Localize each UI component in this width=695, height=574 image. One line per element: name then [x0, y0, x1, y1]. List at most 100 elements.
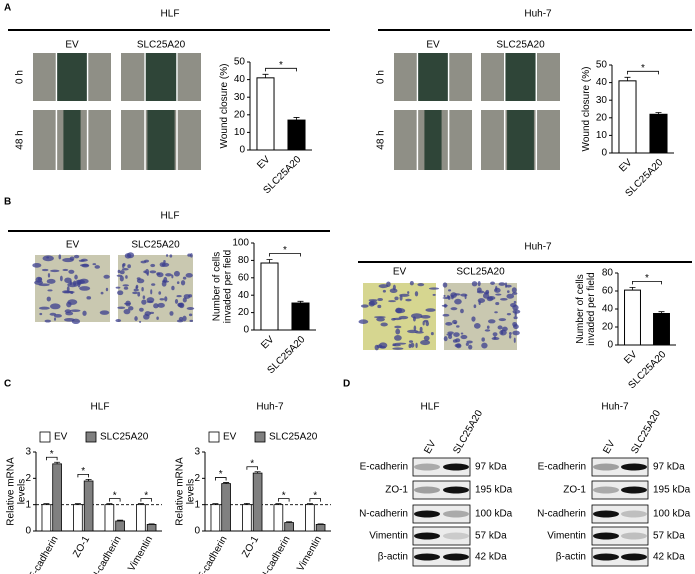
cell [382, 289, 386, 293]
blot-band [621, 510, 647, 518]
cell [369, 300, 378, 306]
cell [442, 296, 451, 299]
error-bar [655, 112, 662, 115]
cell [176, 281, 180, 285]
cell [79, 278, 89, 284]
cell [49, 303, 61, 310]
cell [380, 322, 388, 327]
cell [399, 295, 403, 301]
protein-label: E-cadherin [360, 462, 408, 473]
cell [392, 344, 401, 347]
cell [145, 268, 150, 275]
cell [492, 332, 498, 337]
cell [392, 347, 404, 350]
y-tick-label: 1 [25, 499, 31, 510]
y-tick-label: 10 [234, 127, 246, 138]
blot-title: HLF [421, 402, 440, 413]
y-axis-label: Wound closure (%) [580, 66, 592, 152]
significance-bracket [108, 498, 121, 502]
lane-label: SLC25A20 [451, 408, 485, 456]
cell [422, 321, 425, 326]
wound-gap [63, 110, 81, 170]
legend-label: SLC25A20 [269, 432, 318, 443]
cell [153, 303, 159, 309]
cell [445, 322, 453, 326]
cell [377, 304, 382, 309]
y-tick-label: 50 [234, 57, 246, 68]
y-tick-label: 0 [243, 325, 249, 336]
cell [454, 298, 462, 305]
protein-label: β-actin [378, 552, 408, 563]
cell [497, 325, 503, 330]
cell [38, 306, 50, 310]
lane-label: EV [601, 438, 617, 455]
cell [178, 316, 184, 321]
micrograph [35, 255, 110, 322]
wound-gap [144, 53, 178, 101]
size-label: 57 kDa [475, 531, 507, 542]
error-bar [148, 523, 155, 525]
cell [508, 331, 512, 335]
cell [150, 289, 153, 295]
y-tick-label: 40 [234, 74, 246, 85]
cell [32, 262, 42, 268]
wound-gap [55, 53, 89, 101]
cell [63, 290, 75, 294]
cell [135, 286, 138, 289]
bar [315, 524, 326, 532]
error-bar [117, 519, 124, 521]
cell [67, 299, 78, 305]
cell [398, 315, 409, 320]
size-label: 97 kDa [475, 462, 507, 473]
blot-strip [591, 526, 649, 546]
cell [392, 284, 396, 291]
significance-bracket [277, 498, 290, 502]
cell [453, 332, 460, 337]
lane-label: SLC25A20 [629, 408, 663, 456]
size-label: 42 kDa [475, 552, 507, 563]
protein-label: ZO-1 [385, 485, 408, 496]
blot-band [414, 532, 440, 540]
x-tick-label: Vimentin [126, 534, 155, 573]
cell [471, 316, 476, 322]
cell [94, 265, 100, 269]
cell [498, 282, 506, 286]
significance-mark: * [144, 490, 148, 501]
cell [115, 286, 121, 289]
cell [376, 317, 385, 322]
significance-mark: * [279, 60, 283, 71]
error-bar [317, 523, 324, 525]
error-bar [286, 521, 293, 523]
cell [125, 275, 128, 279]
cell [119, 270, 125, 275]
x-tick-label: E-cadherin [27, 534, 61, 574]
cell [410, 342, 415, 348]
cell [156, 272, 164, 278]
cell [453, 293, 461, 296]
cell [164, 296, 168, 302]
cell [169, 254, 173, 258]
cell [442, 313, 450, 317]
y-tick-label: 3 [194, 447, 200, 458]
blot-band [443, 510, 469, 518]
cell [71, 318, 81, 324]
size-label: 100 kDa [653, 509, 691, 520]
cell [139, 307, 144, 312]
cell [495, 301, 500, 306]
x-tick-label: N-cadherin [259, 534, 293, 574]
cell [146, 300, 154, 304]
y-axis-label-box: Number of cells invaded per field [575, 272, 597, 345]
cell [165, 273, 172, 277]
cell [466, 340, 473, 344]
cell [123, 286, 129, 290]
cell [136, 278, 145, 284]
y-tick-label: 80 [602, 268, 614, 279]
significance-bracket [632, 281, 662, 285]
image-column-label: EV [426, 40, 440, 51]
cell [182, 276, 187, 280]
cell [450, 307, 458, 311]
wound-gap [147, 110, 175, 170]
section-title: HLF [161, 9, 180, 20]
x-tick-label: EV [617, 157, 634, 174]
significance-mark: * [113, 490, 117, 501]
